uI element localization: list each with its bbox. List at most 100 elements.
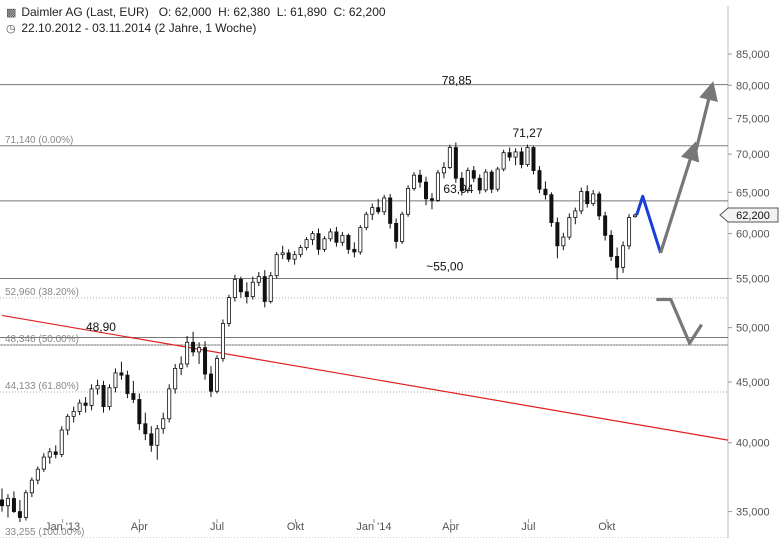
candle-body — [113, 372, 118, 389]
candle — [220, 319, 225, 362]
candle-body — [185, 341, 190, 365]
candle-body — [47, 451, 52, 458]
candle — [447, 144, 452, 170]
candle — [364, 211, 369, 231]
candle-body — [214, 358, 219, 392]
candle-body — [465, 170, 470, 192]
candle — [471, 166, 476, 183]
candle — [507, 147, 512, 161]
instrument-name: Daimler AG (Last, EUR) — [21, 5, 149, 19]
candle-body — [358, 227, 363, 253]
candle-body — [447, 147, 452, 168]
candle — [244, 282, 249, 304]
candle — [483, 169, 488, 193]
candle — [23, 489, 28, 521]
candle — [191, 331, 196, 357]
candle-body — [471, 170, 476, 179]
candle — [65, 413, 70, 436]
candle-body — [483, 171, 488, 191]
candle — [71, 406, 76, 423]
candle — [256, 271, 261, 287]
candle — [495, 166, 500, 192]
candle — [322, 236, 327, 252]
candle — [328, 228, 333, 242]
candle-body — [567, 217, 572, 238]
candle-body — [549, 194, 554, 223]
candle — [633, 213, 638, 218]
y-tick-label: 70,000 — [736, 149, 770, 161]
candle — [406, 185, 411, 217]
candle-body — [5, 498, 10, 507]
y-tick-label: 80,000 — [736, 80, 770, 92]
candle-body — [173, 368, 178, 390]
candle-body — [11, 498, 16, 512]
candle — [358, 225, 363, 255]
candle — [609, 230, 614, 261]
candle-body — [453, 147, 458, 179]
candle-body — [137, 399, 142, 425]
candle — [585, 185, 590, 208]
candle-body — [585, 191, 590, 204]
candle — [525, 144, 530, 167]
y-tick-label: 50,000 — [736, 323, 770, 335]
candle-body — [519, 151, 524, 165]
candle-body — [609, 234, 614, 257]
candle-body — [101, 385, 106, 408]
fibonacci-label: 52,960 (38.20%) — [5, 287, 79, 298]
candle-body — [489, 171, 494, 190]
candle — [101, 380, 106, 413]
candle-body — [250, 281, 255, 298]
candle — [89, 384, 94, 411]
candle — [465, 167, 470, 194]
candle — [143, 412, 148, 441]
candle-body — [376, 207, 381, 213]
candle-body — [406, 187, 411, 215]
x-tick-label: Jan '14 — [356, 521, 391, 533]
fibonacci-label: 48,346 (50.00%) — [5, 334, 79, 345]
candle-body — [262, 276, 267, 302]
candle-body — [161, 418, 166, 430]
candle-body — [17, 511, 22, 518]
candle-body — [531, 147, 536, 171]
candle — [531, 146, 536, 175]
chart-header-instrument: ▩ Daimler AG (Last, EUR) O: 62,000 H: 62… — [6, 5, 386, 19]
x-tick-label: Okt — [598, 521, 615, 533]
y-tick-label: 40,000 — [736, 438, 770, 450]
candle-body — [495, 168, 500, 190]
candle-body — [412, 174, 417, 189]
period-range: 22.10.2012 - 03.11.2014 (2 Jahre, 1 Woch… — [21, 21, 257, 35]
y-tick-label: 45,000 — [736, 377, 770, 389]
candle-body — [322, 238, 327, 250]
candle — [501, 149, 506, 172]
candle-body — [507, 152, 512, 158]
candle-body — [394, 223, 399, 242]
ohlc-quote: O: 62,000 H: 62,380 L: 61,890 C: 62,200 — [158, 5, 386, 19]
y-tick-label: 85,000 — [736, 49, 770, 61]
candle — [41, 453, 46, 472]
candle-body — [280, 252, 285, 256]
candle-body — [155, 428, 160, 446]
candle — [573, 207, 578, 225]
price-annotation: 78,85 — [442, 74, 472, 88]
candle — [561, 232, 566, 251]
candle-body — [95, 385, 100, 390]
candle — [346, 233, 351, 254]
candle-body — [346, 234, 351, 250]
candle-body — [238, 279, 243, 293]
candle-body — [274, 254, 279, 277]
y-tick-label: 75,000 — [736, 114, 770, 126]
fibonacci-label: 71,140 (0.00%) — [5, 135, 73, 146]
y-tick-label: 55,000 — [736, 273, 770, 285]
candle — [543, 181, 548, 200]
candle — [621, 241, 626, 273]
candle — [125, 370, 130, 399]
candle — [83, 397, 88, 413]
candle-body — [220, 323, 225, 359]
candle-body — [203, 347, 208, 375]
candle — [107, 384, 112, 411]
candle — [459, 172, 464, 196]
candle-body — [77, 402, 82, 412]
candle-body — [119, 372, 124, 376]
trend-line — [1, 314, 729, 441]
